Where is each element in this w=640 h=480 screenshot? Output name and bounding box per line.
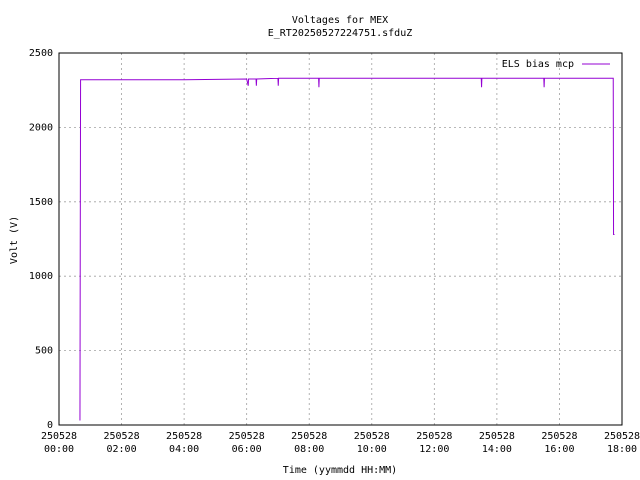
x-tick-label: 250528 14:00 (478, 431, 515, 455)
x-tick-label: 250528 02:00 (103, 431, 140, 455)
x-axis-label: Time (yymmdd HH:MM) (283, 465, 397, 476)
data-line (79, 77, 615, 421)
x-tick-label: 250528 12:00 (416, 431, 453, 455)
y-tick-label: 500 (35, 346, 53, 357)
x-tick-label: 250528 18:00 (603, 431, 640, 455)
x-tick-label: 250528 10:00 (353, 431, 390, 455)
y-tick-label: 1500 (29, 197, 53, 208)
x-tick-label: 250528 06:00 (228, 431, 265, 455)
chart-title: Voltages for MEX (292, 15, 388, 26)
y-axis-label: Volt (V) (9, 216, 20, 264)
y-tick-label: 2500 (29, 48, 53, 59)
chart-subtitle: E_RT20250527224751.sfduZ (268, 28, 413, 39)
y-tick-label: 2000 (29, 122, 53, 133)
x-tick-label: 250528 16:00 (541, 431, 578, 455)
plot-frame (58, 52, 623, 426)
x-tick-label: 250528 04:00 (166, 431, 203, 455)
y-tick-label: 1000 (29, 271, 53, 282)
x-tick-label: 250528 00:00 (40, 431, 78, 455)
legend-label: ELS bias mcp (502, 59, 574, 70)
x-tick-label: 250528 08:00 (291, 431, 328, 455)
y-tick-label: 0 (47, 420, 53, 431)
